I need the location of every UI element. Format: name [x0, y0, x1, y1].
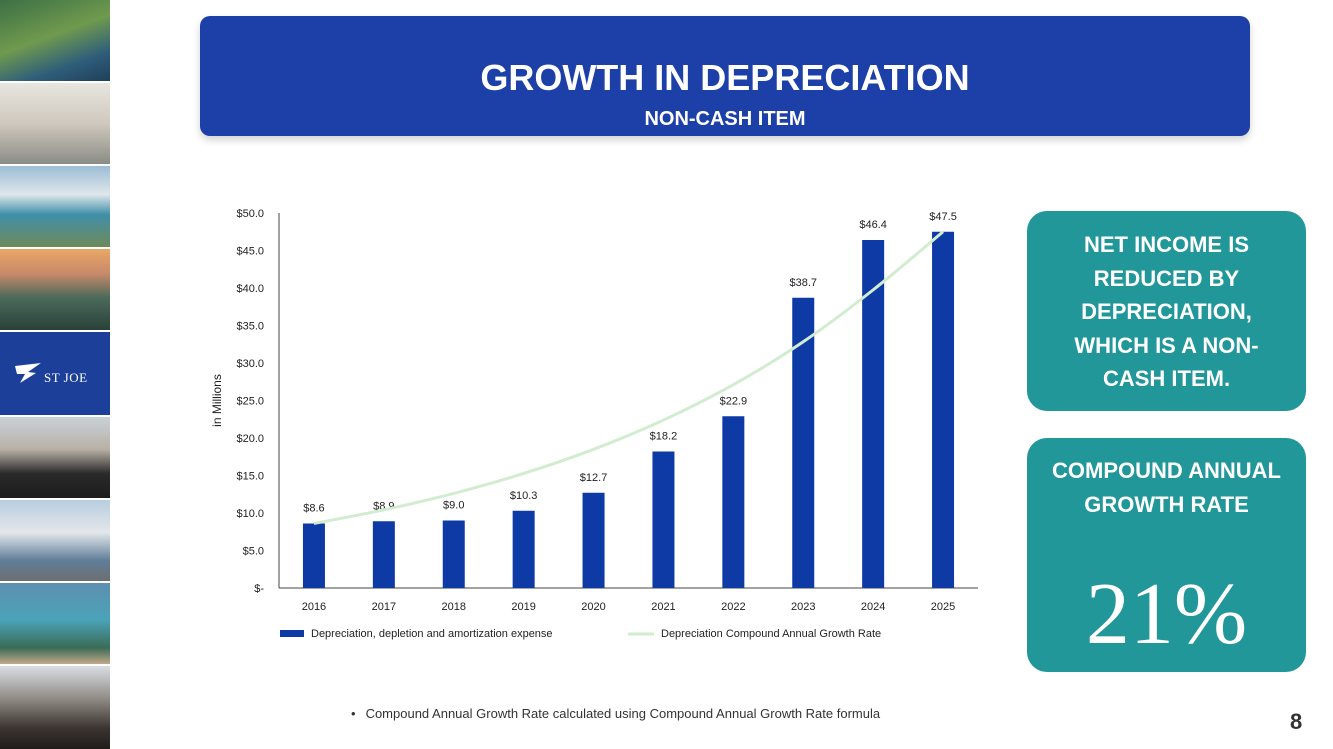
bar — [652, 451, 675, 588]
bar — [512, 510, 535, 588]
bar-data-label: $10.3 — [510, 490, 538, 502]
depreciation-chart: $- $5.0 $10.0 $15.0 $20.0 $25.0 $30.0 $35.0 $40.… — [210, 208, 978, 640]
photo-family — [0, 83, 110, 164]
x-tick-label: 2021 — [651, 601, 675, 613]
logo-text: ST JOE — [44, 370, 88, 385]
x-tick-label: 2024 — [861, 601, 885, 613]
photo-water-park — [0, 583, 110, 664]
x-tick-label: 2017 — [372, 601, 396, 613]
photo-event-crowd — [0, 666, 110, 749]
footnote-text: Compound Annual Growth Rate calculated u… — [365, 706, 881, 721]
bar — [302, 523, 325, 588]
bar — [722, 416, 745, 588]
y-tick-label: $25.0 — [236, 396, 264, 408]
cagr-label: COMPOUND ANNUAL GROWTH RATE — [1052, 458, 1281, 517]
x-tick-label: 2023 — [791, 601, 815, 613]
x-tick-label: 2016 — [302, 601, 326, 613]
stjoe-logo: ST JOE — [0, 332, 110, 415]
bar — [442, 520, 465, 588]
x-tick-label: 2018 — [442, 601, 466, 613]
net-income-callout: NET INCOME IS REDUCED BY DEPRECIATION, W… — [1027, 211, 1306, 411]
bar-data-label: $8.6 — [303, 503, 324, 515]
footnote: • Compound Annual Growth Rate calculated … — [351, 706, 880, 721]
bar-data-label: $22.9 — [720, 395, 748, 407]
stjoe-bird-icon — [15, 363, 41, 383]
bar-data-label: $18.2 — [650, 431, 678, 443]
cagr-line — [313, 230, 945, 525]
page-number: 8 — [1290, 709, 1303, 734]
bar-data-label: $47.5 — [929, 211, 957, 223]
bar — [862, 240, 885, 588]
legend-bar-label: Depreciation, depletion and amortization… — [311, 628, 553, 640]
y-tick-label: $30.0 — [236, 358, 264, 370]
photo-sunset-lake — [0, 249, 110, 330]
x-tick-label: 2020 — [581, 601, 605, 613]
bar — [582, 492, 605, 588]
bar — [932, 231, 955, 588]
y-tick-label: $50.0 — [236, 208, 264, 220]
photo-golf-course — [0, 0, 110, 81]
bar — [372, 521, 395, 588]
page-subtitle: NON-CASH ITEM — [644, 108, 806, 130]
y-axis-title: in Millions — [210, 374, 224, 427]
bar-data-label: $9.0 — [443, 500, 464, 512]
y-tick-label: $5.0 — [243, 546, 264, 558]
x-tick-label: 2025 — [931, 601, 955, 613]
page-title: GROWTH IN DEPRECIATION — [480, 57, 970, 98]
legend-line-label: Depreciation Compound Annual Growth Rate — [661, 628, 881, 640]
y-tick-label: $35.0 — [236, 321, 264, 333]
bar-data-label: $38.7 — [789, 277, 817, 289]
photo-resort-pool — [0, 166, 110, 247]
x-tick-label: 2019 — [511, 601, 535, 613]
bar — [792, 297, 815, 588]
y-tick-label: $- — [254, 583, 264, 595]
y-tick-label: $15.0 — [236, 471, 264, 483]
legend-bar-swatch — [280, 630, 304, 637]
photo-office-building — [0, 500, 110, 581]
y-tick-label: $10.0 — [236, 508, 264, 520]
y-tick-label: $45.0 — [236, 246, 264, 258]
x-tick-label: 2022 — [721, 601, 745, 613]
cagr-value: 21% — [1085, 566, 1248, 663]
title-banner: GROWTH IN DEPRECIATION NON-CASH ITEM — [200, 16, 1250, 136]
cagr-callout: COMPOUND ANNUAL GROWTH RATE 21% — [1027, 438, 1306, 672]
bar-data-label: $46.4 — [859, 219, 887, 231]
bar-data-label: $12.7 — [580, 472, 608, 484]
bullet-icon: • — [351, 706, 356, 721]
photo-staff — [0, 417, 110, 498]
y-tick-label: $40.0 — [236, 283, 264, 295]
photo-strip: ST JOE — [0, 0, 110, 749]
y-tick-label: $20.0 — [236, 433, 264, 445]
net-income-text: NET INCOME IS REDUCED BY DEPRECIATION, W… — [1074, 232, 1259, 391]
